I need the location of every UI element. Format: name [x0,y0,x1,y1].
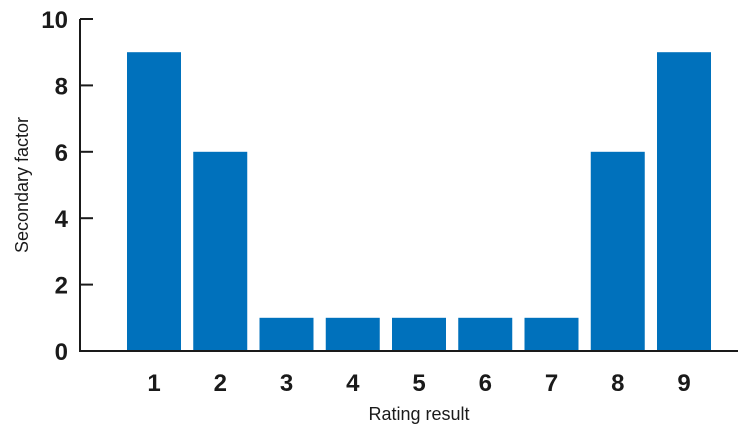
x-axis-title: Rating result [368,404,469,424]
y-axis-title: Secondary factor [12,117,32,253]
y-tick-label-0: 0 [55,339,68,366]
bar-6 [458,317,513,351]
x-tick-label-7: 7 [545,370,558,397]
axes-group [79,19,738,352]
x-ticks-group: 1 2 3 4 5 6 7 8 9 [147,370,690,397]
y-ticks-group: 0 2 4 6 8 10 [41,7,93,366]
x-tick-label-6: 6 [479,370,492,397]
y-tick-label-4: 4 [55,206,69,233]
bar-4 [325,317,380,351]
x-tick-label-9: 9 [677,370,690,397]
bar-3 [259,317,314,351]
bar-1 [127,52,181,351]
bars-group [127,52,711,351]
bar-9 [657,52,711,351]
bar-7 [524,317,579,351]
bar-5 [392,317,446,351]
x-tick-label-2: 2 [214,370,227,397]
y-tick-label-6: 6 [55,140,68,167]
y-tick-label-10: 10 [41,7,68,34]
y-tick-label-2: 2 [55,273,68,300]
bar-2 [193,151,248,351]
bar-8 [590,151,645,351]
x-tick-label-5: 5 [412,370,425,397]
x-tick-label-3: 3 [280,370,293,397]
x-tick-label-8: 8 [611,370,624,397]
x-tick-label-1: 1 [147,370,160,397]
y-tick-label-8: 8 [55,73,68,100]
x-tick-label-4: 4 [346,370,360,397]
